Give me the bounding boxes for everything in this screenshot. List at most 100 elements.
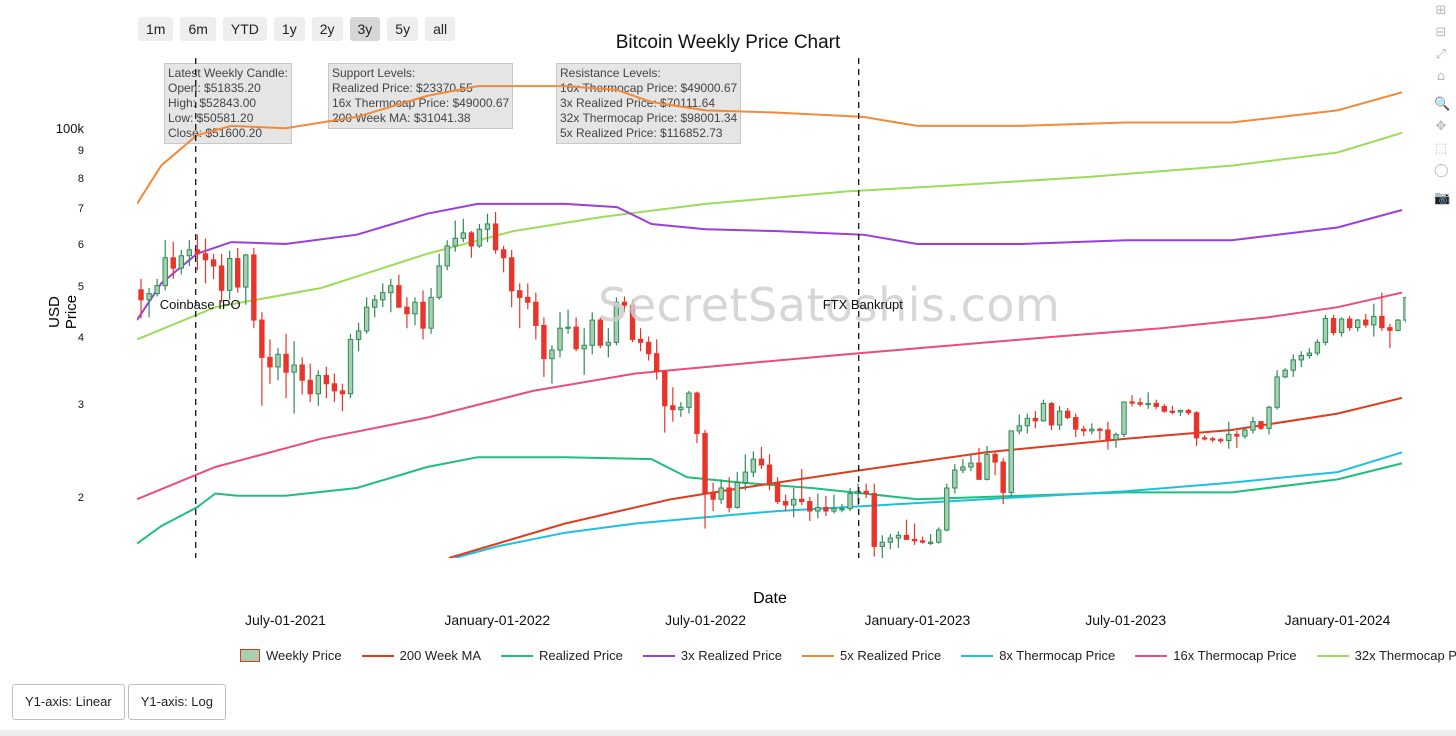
candle[interactable] xyxy=(170,242,176,279)
candle[interactable] xyxy=(1266,405,1272,435)
candle[interactable] xyxy=(662,370,668,433)
candle[interactable] xyxy=(412,297,418,326)
candle[interactable] xyxy=(1379,292,1385,331)
candle[interactable] xyxy=(291,341,297,414)
candle[interactable] xyxy=(903,519,910,540)
range-button-3y[interactable]: 3y xyxy=(349,17,381,41)
candle[interactable] xyxy=(1371,303,1377,337)
candle[interactable] xyxy=(1129,395,1135,407)
candle[interactable] xyxy=(468,231,475,258)
candle[interactable] xyxy=(944,483,950,532)
candle[interactable] xyxy=(1354,319,1361,332)
candle[interactable] xyxy=(347,333,354,399)
candle[interactable] xyxy=(1306,348,1313,359)
zoom-icon[interactable]: 🔍 xyxy=(1434,97,1451,112)
candle[interactable] xyxy=(525,283,531,310)
y-axis-linear-button[interactable]: Y1-axis: Linear xyxy=(12,684,125,720)
candle[interactable] xyxy=(807,496,813,521)
candle[interactable] xyxy=(774,477,781,504)
candle[interactable] xyxy=(235,247,241,293)
candle[interactable] xyxy=(363,297,370,334)
candle[interactable] xyxy=(984,445,990,481)
candle[interactable] xyxy=(766,454,773,491)
candle[interactable] xyxy=(702,430,708,529)
candle[interactable] xyxy=(202,238,209,284)
candle[interactable] xyxy=(1048,401,1055,431)
candle[interactable] xyxy=(1185,408,1192,416)
range-button-5y[interactable]: 5y xyxy=(387,17,419,41)
legend-item[interactable]: Realized Price xyxy=(501,648,623,663)
candle[interactable] xyxy=(653,339,660,380)
candle[interactable] xyxy=(613,297,620,346)
candle[interactable] xyxy=(541,317,547,377)
legend-item[interactable]: 5x Realized Price xyxy=(802,648,941,663)
candle[interactable] xyxy=(1097,427,1103,440)
candle[interactable] xyxy=(1072,413,1079,437)
candle[interactable] xyxy=(621,296,628,313)
candle[interactable] xyxy=(919,536,926,544)
candle[interactable] xyxy=(1218,437,1224,444)
candle[interactable] xyxy=(1314,339,1321,356)
candle[interactable] xyxy=(1209,436,1216,443)
candle[interactable] xyxy=(1282,368,1288,379)
candle[interactable] xyxy=(452,220,458,252)
candle[interactable] xyxy=(339,383,346,412)
candle[interactable] xyxy=(927,534,934,545)
candle[interactable] xyxy=(799,469,805,506)
candle[interactable] xyxy=(1322,314,1329,346)
candle[interactable] xyxy=(968,455,974,472)
candle[interactable] xyxy=(565,309,571,334)
candle[interactable] xyxy=(847,487,853,512)
candle[interactable] xyxy=(476,223,483,248)
candle[interactable] xyxy=(307,363,313,402)
legend-item[interactable]: 16x Thermocap Price xyxy=(1135,648,1297,663)
candle[interactable] xyxy=(710,482,716,512)
candle[interactable] xyxy=(573,317,579,352)
candle[interactable] xyxy=(694,391,700,444)
range-button-1m[interactable]: 1m xyxy=(138,17,174,41)
candle[interactable] xyxy=(992,451,998,476)
candle[interactable] xyxy=(1387,323,1393,349)
candle[interactable] xyxy=(758,446,765,470)
candle[interactable] xyxy=(1395,319,1401,332)
candle[interactable] xyxy=(283,333,289,399)
zoom-out-icon[interactable]: ⊟ xyxy=(1435,25,1447,40)
candle[interactable] xyxy=(380,283,386,308)
candle[interactable] xyxy=(186,240,193,266)
candle[interactable] xyxy=(750,451,757,478)
candle[interactable] xyxy=(315,370,321,406)
candle[interactable] xyxy=(1330,314,1337,336)
candle[interactable] xyxy=(275,348,281,381)
candle[interactable] xyxy=(1338,317,1345,337)
candle[interactable] xyxy=(718,479,724,504)
range-button-1y[interactable]: 1y xyxy=(273,17,305,41)
candle[interactable] xyxy=(460,218,467,243)
y-axis-log-button[interactable]: Y1-axis: Log xyxy=(127,684,226,720)
camera-icon[interactable]: 📷 xyxy=(1434,191,1451,206)
candle[interactable] xyxy=(1290,354,1296,377)
candle[interactable] xyxy=(1161,404,1168,413)
candle[interactable] xyxy=(597,317,603,349)
box-select-icon[interactable]: ⬚ xyxy=(1434,141,1448,156)
candle[interactable] xyxy=(1298,351,1304,367)
candle[interactable] xyxy=(911,523,918,545)
candle[interactable] xyxy=(355,322,362,352)
candle[interactable] xyxy=(500,245,507,273)
candle[interactable] xyxy=(517,283,523,329)
candle[interactable] xyxy=(1153,399,1159,409)
candle[interactable] xyxy=(645,336,652,361)
candle[interactable] xyxy=(678,401,684,417)
candle[interactable] xyxy=(371,294,378,318)
range-button-all[interactable]: all xyxy=(425,17,456,41)
home-icon[interactable]: ⌂ xyxy=(1436,69,1446,84)
candle[interactable] xyxy=(1250,416,1256,434)
candle[interactable] xyxy=(1363,313,1369,328)
range-button-6m[interactable]: 6m xyxy=(180,17,216,41)
range-button-2y[interactable]: 2y xyxy=(311,17,343,41)
candle[interactable] xyxy=(1226,421,1232,449)
candle[interactable] xyxy=(251,247,257,329)
candle[interactable] xyxy=(1000,458,1006,504)
candle[interactable] xyxy=(887,534,894,550)
candle[interactable] xyxy=(1121,401,1127,437)
candle[interactable] xyxy=(1008,430,1014,497)
